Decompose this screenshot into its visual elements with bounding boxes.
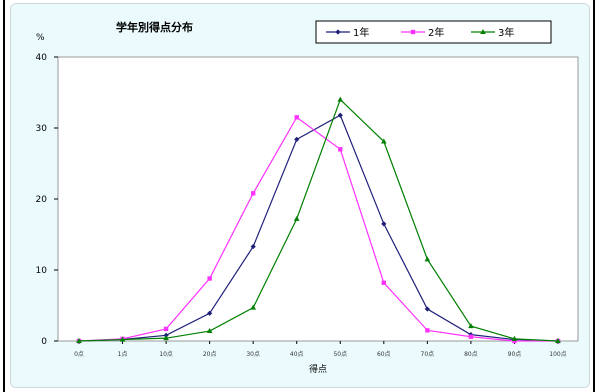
x-tick-label: 10点 — [159, 350, 173, 358]
plot-area: 0 10 20 30 40 0点 1点 10点 20点 30点 40点 50点 60点 70点 80点 90… — [36, 53, 579, 358]
x-tick-label: 80点 — [464, 350, 478, 358]
data-point — [338, 147, 343, 152]
data-point — [119, 336, 126, 342]
x-tick-label: 100点 — [549, 350, 566, 358]
legend-marker — [410, 29, 416, 35]
legend-label: 3年 — [498, 26, 514, 39]
series-line-1 — [78, 114, 559, 342]
x-tick-label: 50点 — [333, 350, 347, 358]
y-tick-label: 30 — [36, 124, 48, 134]
data-point — [337, 112, 343, 118]
x-tick-label: 30点 — [246, 350, 260, 358]
x-tick-label: 20点 — [203, 350, 217, 358]
y-tick-label: 0 — [41, 337, 47, 347]
data-point — [424, 306, 430, 312]
x-axis-title: 得点 — [309, 363, 327, 375]
x-tick-label: 70点 — [421, 350, 435, 358]
data-point — [76, 338, 82, 343]
right-border — [593, 0, 595, 392]
x-tick-label: 0点 — [74, 350, 84, 358]
data-point — [163, 335, 169, 341]
y-axis: 0 10 20 30 40 — [36, 53, 58, 347]
left-border — [3, 0, 5, 392]
data-point — [250, 304, 256, 310]
legend: 1年 2年 3年 — [315, 20, 552, 44]
data-point — [424, 256, 431, 262]
data-point — [337, 96, 344, 102]
data-point — [163, 326, 169, 332]
y-tick-label: 20 — [36, 195, 48, 205]
y-tick-label: 10 — [36, 266, 48, 276]
data-point — [294, 115, 299, 120]
data-point — [207, 276, 212, 281]
data-point — [250, 243, 256, 250]
legend-marker — [480, 29, 486, 34]
data-point — [512, 338, 517, 344]
data-point — [468, 323, 474, 329]
data-point — [207, 310, 213, 316]
x-tick-label: 40点 — [290, 350, 304, 358]
data-point — [381, 138, 387, 144]
x-tick-label: 1点 — [118, 350, 128, 358]
legend-label: 1年 — [353, 26, 369, 39]
data-point — [250, 191, 256, 196]
series-line-3 — [78, 98, 559, 342]
data-point — [425, 328, 430, 333]
data-point — [381, 221, 387, 227]
plot-frame — [57, 56, 579, 342]
data-point — [555, 338, 561, 343]
series-group — [76, 96, 561, 344]
data-point — [294, 136, 300, 142]
data-point — [381, 280, 387, 285]
data-point — [468, 334, 474, 339]
data-point — [206, 328, 213, 334]
legend-label: 2年 — [428, 26, 444, 39]
legend-box — [315, 20, 552, 44]
data-point — [293, 215, 300, 221]
y-axis-unit-label: % — [36, 33, 45, 43]
data-point — [511, 335, 518, 341]
chart-title: 学年別得点分布 — [116, 20, 193, 34]
x-tick-label: 90点 — [508, 350, 522, 358]
legend-marker — [335, 29, 341, 35]
x-tick-label: 60点 — [377, 350, 391, 358]
x-axis: 0点 1点 10点 20点 30点 40点 50点 60点 70点 80点 90点 100点 — [74, 341, 567, 358]
series-line-2 — [78, 116, 558, 342]
y-tick-label: 40 — [36, 53, 48, 63]
